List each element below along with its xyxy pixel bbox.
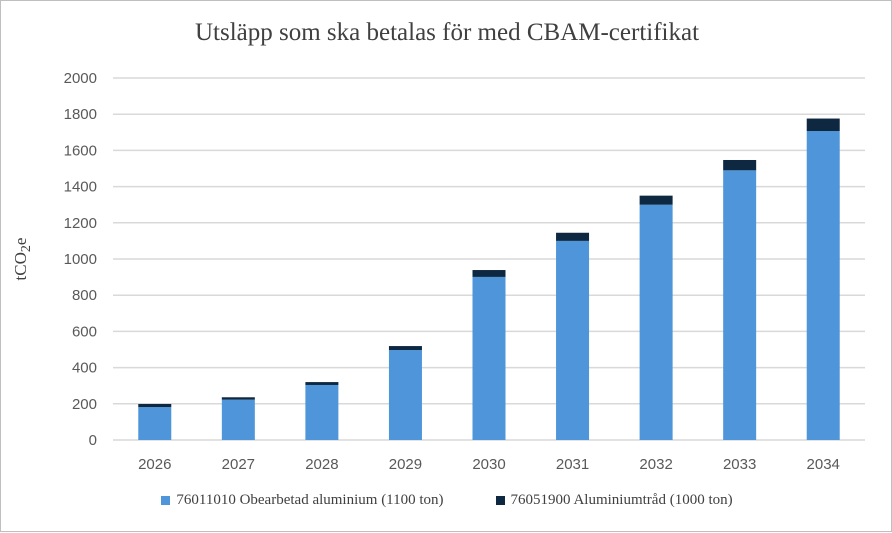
bar-segment-obearbetad-aluminium [221, 399, 255, 440]
bar-segment-obearbetad-aluminium [138, 407, 172, 440]
y-tick-label: 1600 [64, 142, 97, 159]
legend-swatch [495, 496, 505, 505]
legend: 76011010 Obearbetad aluminium (1100 ton)… [1, 492, 892, 509]
bar-segment-obearbetad-aluminium [639, 204, 673, 440]
bar-segment-aluminiumtrad [472, 270, 506, 277]
chart-title: Utsläpp som ska betalas för med CBAM-cer… [194, 19, 700, 46]
bar-segment-aluminiumtrad [388, 346, 422, 351]
x-tick-label: 2026 [138, 456, 171, 473]
bar-segment-aluminiumtrad [305, 382, 339, 385]
bar-segment-aluminiumtrad [806, 118, 840, 132]
bar-segment-obearbetad-aluminium [556, 240, 590, 440]
y-tick-label: 600 [72, 323, 97, 340]
y-tick-label: 1400 [64, 179, 97, 196]
x-tick-label: 2031 [556, 456, 589, 473]
bar-segment-aluminiumtrad [723, 159, 757, 171]
y-tick-label: 800 [72, 287, 97, 304]
legend-swatch [161, 496, 171, 505]
bar-segment-aluminiumtrad [221, 397, 255, 400]
x-tick-label: 2034 [807, 456, 840, 473]
bar-segment-obearbetad-aluminium [472, 276, 506, 440]
y-tick-label: 1000 [64, 251, 97, 268]
legend-item: 76051900 Aluminiumtråd (1000 ton) [495, 492, 733, 509]
x-tick-label: 2029 [389, 456, 422, 473]
bar-segment-obearbetad-aluminium [723, 170, 757, 440]
y-tick-label: 1800 [64, 106, 97, 123]
y-tick-label: 400 [72, 360, 97, 377]
y-tick-label: 0 [89, 432, 97, 449]
bar-segment-aluminiumtrad [639, 195, 673, 205]
x-tick-label: 2028 [305, 456, 338, 473]
bar-segment-obearbetad-aluminium [305, 384, 339, 440]
bar-segment-obearbetad-aluminium [388, 350, 422, 440]
y-tick-label: 2000 [64, 70, 97, 87]
x-tick-label: 2032 [639, 456, 672, 473]
y-tick-label: 1200 [64, 215, 97, 232]
legend-item: 76011010 Obearbetad aluminium (1100 ton) [161, 492, 444, 509]
x-tick-label: 2030 [472, 456, 505, 473]
bar-segment-aluminiumtrad [556, 232, 590, 241]
bar-segment-obearbetad-aluminium [806, 131, 840, 440]
bar-segment-aluminiumtrad [138, 403, 172, 408]
x-tick-label: 2033 [723, 456, 756, 473]
x-tick-label: 2027 [222, 456, 255, 473]
y-tick-label: 200 [72, 396, 97, 413]
